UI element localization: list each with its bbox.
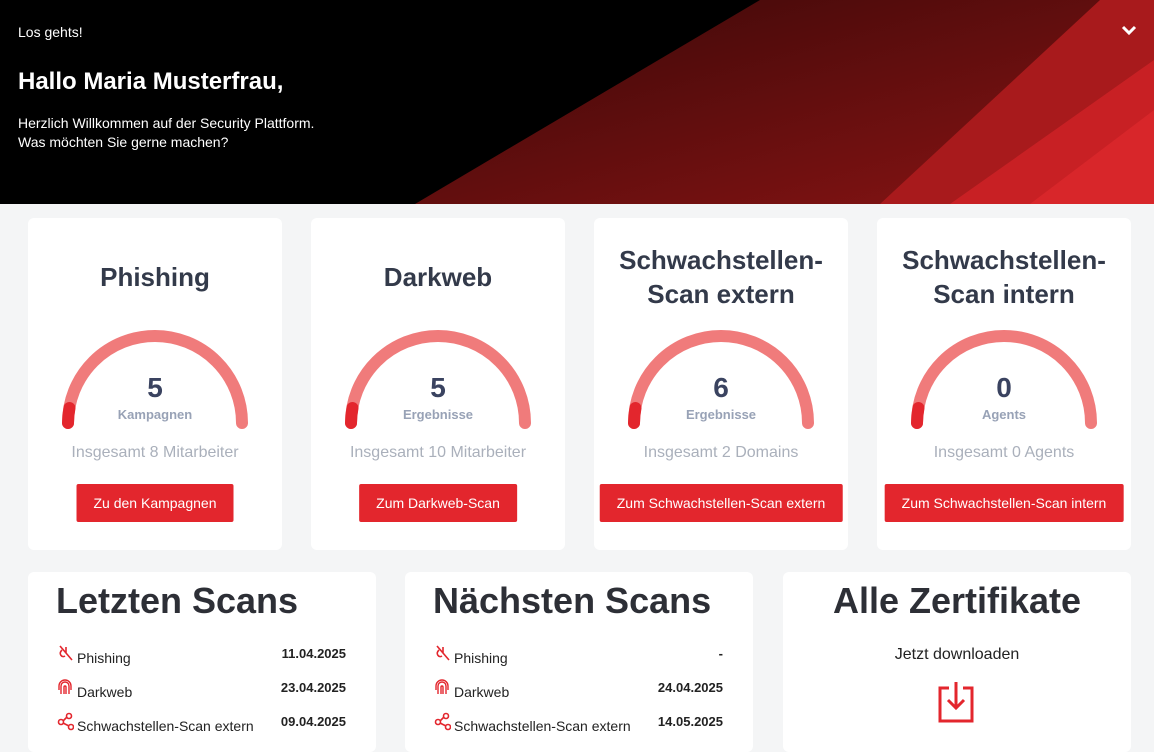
card-title: Alle Zertifikate [832,580,1082,621]
status-card: Phishing 5 Kampagnen Insgesamt 8 Mitarbeite… [28,218,282,550]
scan-date: 14.05.2025 [657,714,723,729]
gauge-value: 5 [147,372,163,403]
welcome-line: Was möchten Sie gerne machen? [18,134,229,150]
gauge [626,328,816,443]
scans-card: Letzten Scans Phishing 11.04.2025 Darkweb 23… [28,572,376,752]
gauge-unit: Agents [981,407,1027,422]
download-icon[interactable] [937,680,975,724]
header: Los gehts! Hallo Maria Musterfrau, Herzl… [0,0,1154,204]
eyebrow: Los gehts! [18,24,83,40]
scan-row: Darkweb 23.04.2025 [56,678,346,702]
scan-name: Darkweb [77,684,133,700]
status-card: Schwachstellen-Scan extern 6 Ergebnisse Ins… [594,218,848,550]
status-card: Schwachstellen-Scan intern 0 Agents Insgesa… [877,218,1131,550]
action-button[interactable]: Zum Darkweb-Scan [359,484,517,522]
action-button[interactable]: Zum Schwachstellen-Scan intern [884,484,1124,522]
scan-row: Darkweb 24.04.2025 [433,678,723,702]
scan-date: - [718,646,723,661]
certificates-card: Alle Zertifikate Jetzt downloaden [783,572,1131,752]
card-title: Phishing [100,262,210,292]
gauge [343,328,533,443]
gauge-value: 5 [430,372,446,403]
collapse-icon[interactable] [1121,24,1137,36]
scan-name: Schwachstellen-Scan extern [454,718,631,734]
total-text: Insgesamt 8 Mitarbeiter [71,444,239,461]
scan-row: Schwachstellen-Scan extern 14.05.2025 [433,712,723,736]
card-title: Schwachstellen-Scan intern [902,245,1106,309]
gauge-unit: Ergebnisse [402,407,474,422]
scan-row: Phishing - [433,644,723,668]
scan-name: Phishing [77,650,131,666]
download-text[interactable]: Jetzt downloaden [894,646,1020,663]
card-title: Schwachstellen-Scan extern [619,245,823,309]
total-text: Insgesamt 10 Mitarbeiter [349,444,527,461]
gauge [909,328,1099,443]
gauge-unit: Kampagnen [117,407,193,422]
status-card: Darkweb 5 Ergebnisse Insgesamt 10 Mitarbeit… [311,218,565,550]
action-button[interactable]: Zum Schwachstellen-Scan extern [599,484,843,522]
scan-name: Darkweb [454,684,510,700]
greeting: Hallo Maria Musterfrau, [18,68,284,95]
action-button[interactable]: Zu den Kampagnen [76,484,234,522]
scan-name: Phishing [454,650,508,666]
total-text: Insgesamt 2 Domains [643,444,799,461]
scan-date: 11.04.2025 [281,646,346,661]
scan-date: 23.04.2025 [280,680,346,695]
header-bg [415,0,1154,204]
scan-date: 24.04.2025 [657,680,723,695]
total-text: Insgesamt 0 Agents [933,444,1075,461]
scan-row: Phishing 11.04.2025 [56,644,346,668]
welcome-line: Herzlich Willkommen auf der Security Pla… [18,115,315,131]
card-title: Darkweb [383,262,493,292]
gauge-value: 0 [996,372,1012,403]
scans-card: Nächsten Scans Phishing - Darkweb 24.04.2025… [405,572,753,752]
scan-name: Schwachstellen-Scan extern [77,718,254,734]
gauge [60,328,250,443]
gauge-unit: Ergebnisse [685,407,757,422]
scan-date: 09.04.2025 [280,714,346,729]
scan-row: Schwachstellen-Scan extern 09.04.2025 [56,712,346,736]
gauge-value: 6 [713,372,729,403]
card-title: Nächsten Scans [433,580,712,621]
card-title: Letzten Scans [56,580,299,621]
